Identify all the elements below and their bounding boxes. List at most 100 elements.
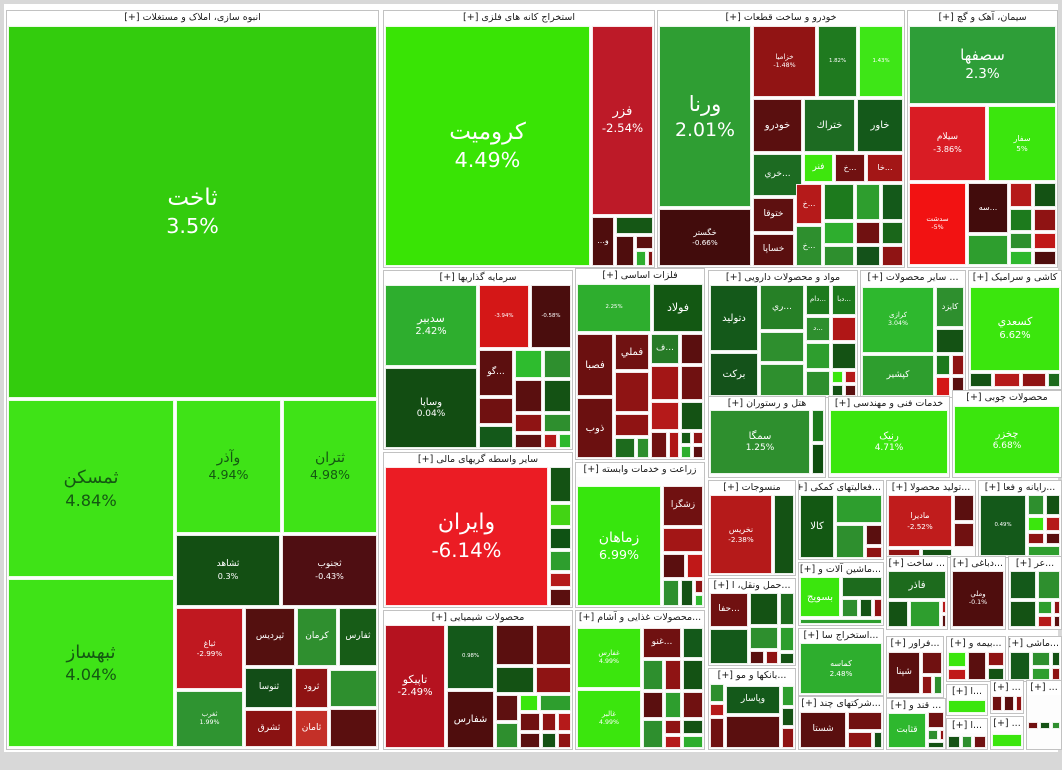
stock-tile[interactable] bbox=[665, 692, 681, 718]
stock-tile[interactable] bbox=[515, 350, 542, 378]
sector-header-leather[interactable]: ...دباغی [+] bbox=[951, 557, 1005, 571]
stock-tile-...حفا[interactable]: ...حفا bbox=[710, 593, 748, 627]
sector-header-multi-industry[interactable]: ...شرکتهای چند [+] bbox=[799, 697, 883, 711]
stock-tile[interactable] bbox=[550, 504, 571, 526]
stock-tile[interactable] bbox=[928, 712, 944, 728]
stock-tile[interactable] bbox=[856, 246, 880, 266]
stock-tile[interactable] bbox=[643, 692, 663, 718]
stock-tile[interactable] bbox=[988, 668, 1004, 680]
stock-tile-شفارس[interactable]: شفارس bbox=[447, 691, 494, 748]
sector-header-machinery[interactable]: ...ماشین آلات و [+] bbox=[799, 563, 883, 577]
sector-header-pharma[interactable]: مواد و محصولات دارویی [+] bbox=[709, 271, 857, 285]
stock-tile[interactable] bbox=[669, 432, 679, 458]
stock-tile-...ف[interactable]: ...ف bbox=[651, 334, 679, 364]
stock-tile[interactable] bbox=[496, 667, 534, 693]
stock-tile[interactable] bbox=[780, 593, 794, 625]
stock-tile-ثنوسا[interactable]: ثنوسا bbox=[245, 668, 293, 708]
stock-tile-نخریس[interactable]: نخریس -2.38% bbox=[710, 495, 772, 574]
stock-tile[interactable] bbox=[520, 695, 538, 711]
stock-tile[interactable] bbox=[643, 720, 663, 748]
stock-tile-تاپیکو[interactable]: تاپیکو -2.49% bbox=[385, 625, 445, 748]
stock-tile[interactable] bbox=[888, 549, 920, 556]
sector-header-engineering[interactable]: خدمات فنی و مهندسی [+] bbox=[829, 397, 949, 411]
stock-tile-مادیرا[interactable]: مادیرا -2.52% bbox=[888, 495, 952, 547]
stock-tile[interactable] bbox=[550, 551, 571, 571]
stock-tile-...خا[interactable]: ...خا bbox=[867, 154, 903, 182]
sector-header-computer[interactable]: ...رایانه و فعا [+] bbox=[979, 481, 1061, 495]
stock-tile[interactable] bbox=[1052, 652, 1060, 666]
sector-header-tiny-a1[interactable]: ...ا [+] bbox=[947, 685, 987, 699]
stock-tile[interactable]: 1.82% bbox=[818, 26, 857, 97]
stock-tile[interactable]: 0.49% bbox=[980, 495, 1026, 556]
stock-tile[interactable] bbox=[693, 446, 703, 458]
stock-tile[interactable] bbox=[681, 446, 691, 458]
stock-tile-کماسه[interactable]: کماسه 2.48% bbox=[800, 643, 882, 694]
stock-tile-...دام[interactable]: ...دام bbox=[806, 285, 830, 315]
stock-tile[interactable] bbox=[922, 652, 942, 674]
stock-tile[interactable] bbox=[695, 580, 703, 593]
stock-tile[interactable] bbox=[1052, 722, 1060, 729]
stock-tile[interactable] bbox=[1054, 601, 1060, 614]
stock-tile[interactable] bbox=[882, 222, 903, 244]
stock-tile-سمگا[interactable]: سمگا 1.25% bbox=[710, 410, 810, 474]
stock-tile[interactable] bbox=[616, 217, 653, 234]
stock-tile[interactable] bbox=[856, 184, 880, 220]
stock-tile-شپنا[interactable]: شپنا bbox=[888, 652, 920, 694]
stock-tile[interactable] bbox=[774, 495, 794, 574]
stock-tile[interactable] bbox=[1028, 722, 1038, 729]
stock-tile[interactable] bbox=[832, 343, 856, 369]
stock-tile[interactable] bbox=[940, 730, 944, 740]
stock-tile[interactable] bbox=[683, 660, 703, 690]
stock-tile[interactable] bbox=[942, 615, 946, 627]
sector-header-other-products[interactable]: ... سایر محصولات [+] bbox=[861, 271, 965, 285]
stock-tile[interactable] bbox=[681, 402, 703, 430]
stock-tile[interactable] bbox=[665, 720, 681, 734]
stock-tile[interactable] bbox=[994, 373, 1020, 387]
stock-tile[interactable] bbox=[1010, 209, 1032, 231]
stock-tile[interactable] bbox=[936, 329, 964, 353]
stock-tile[interactable]: 1.43% bbox=[859, 26, 903, 97]
stock-tile[interactable] bbox=[665, 736, 681, 748]
stock-tile[interactable]: 0.98% bbox=[447, 625, 494, 689]
stock-tile[interactable] bbox=[954, 523, 974, 547]
sector-header-sugar[interactable]: ... قند و [+] bbox=[887, 699, 945, 713]
stock-tile-...خ[interactable]: ...خ bbox=[796, 184, 822, 224]
sector-header-tiny-b1[interactable]: ... [+] bbox=[991, 681, 1023, 695]
sector-header-ceramic[interactable]: کاشی و سرامیک [+] bbox=[969, 271, 1061, 285]
stock-tile[interactable] bbox=[942, 601, 946, 613]
stock-tile[interactable]: -3.94% bbox=[479, 285, 529, 348]
stock-tile-خزامیا[interactable]: خزامیا -1.48% bbox=[753, 26, 816, 97]
stock-tile-کسعدي[interactable]: کسعدي 6.62% bbox=[970, 287, 1060, 371]
stock-tile[interactable] bbox=[882, 184, 903, 220]
stock-tile[interactable]: 2.25% bbox=[577, 284, 651, 332]
stock-tile[interactable] bbox=[1054, 616, 1060, 627]
stock-tile[interactable] bbox=[954, 495, 974, 521]
stock-tile[interactable] bbox=[710, 704, 724, 716]
stock-tile[interactable] bbox=[948, 700, 986, 713]
sector-header-metal-ores[interactable]: استخراج کانه های فلزی [+] bbox=[384, 11, 654, 25]
sector-header-chemical[interactable]: محصولات شیمیایی [+] bbox=[384, 611, 572, 625]
stock-tile[interactable] bbox=[330, 709, 377, 747]
stock-tile[interactable] bbox=[683, 628, 703, 658]
stock-tile-و...[interactable]: و... bbox=[592, 217, 614, 266]
stock-tile-ثغرب[interactable]: ثغرب 1.99% bbox=[176, 691, 243, 747]
stock-tile[interactable] bbox=[515, 380, 542, 412]
stock-tile-ذوب[interactable]: ذوب bbox=[577, 398, 613, 458]
stock-tile[interactable] bbox=[544, 434, 557, 448]
stock-tile[interactable] bbox=[750, 627, 778, 649]
stock-tile[interactable] bbox=[806, 343, 830, 369]
stock-tile[interactable] bbox=[1032, 652, 1050, 666]
stock-tile[interactable] bbox=[848, 732, 872, 748]
stock-tile-فصبا[interactable]: فصبا bbox=[577, 334, 613, 396]
stock-tile[interactable] bbox=[968, 235, 1008, 265]
stock-tile-ثجنوب[interactable]: ثجنوب -0.43% bbox=[282, 535, 377, 606]
stock-tile[interactable] bbox=[550, 573, 571, 587]
stock-tile[interactable] bbox=[882, 246, 903, 266]
stock-tile[interactable] bbox=[1052, 668, 1060, 680]
stock-tile[interactable] bbox=[1010, 571, 1036, 599]
stock-tile[interactable] bbox=[970, 373, 992, 387]
stock-tile[interactable] bbox=[1034, 233, 1056, 249]
stock-tile[interactable] bbox=[681, 432, 691, 444]
stock-tile[interactable] bbox=[922, 549, 952, 556]
stock-tile[interactable] bbox=[615, 414, 649, 436]
